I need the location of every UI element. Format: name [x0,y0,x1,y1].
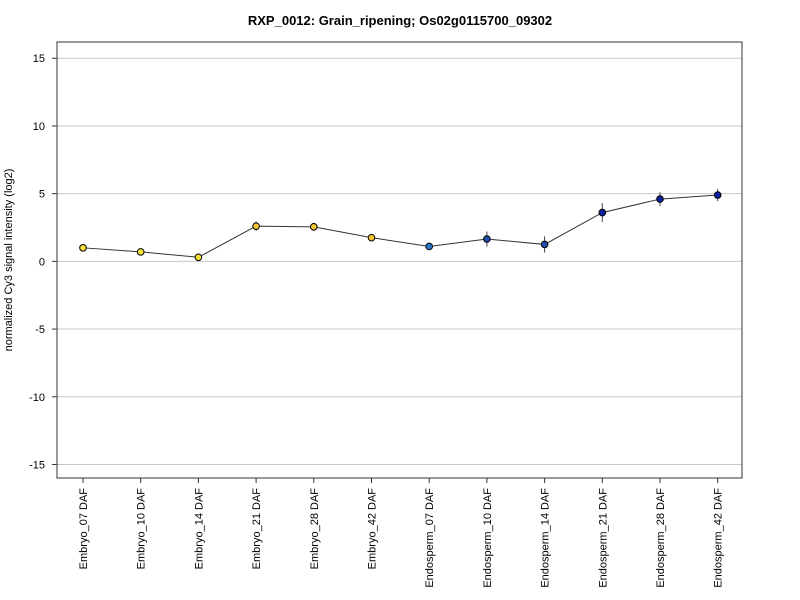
x-tick-label: Embryo_42 DAF [367,488,379,570]
data-point [310,223,318,231]
data-point [252,222,260,230]
data-point [136,248,145,256]
x-tick-label: Embryo_28 DAF [309,488,321,570]
data-point [540,240,549,249]
y-tick-label: 15 [33,53,45,65]
y-tick-label: -15 [29,459,45,471]
x-tick-label: Embryo_07 DAF [78,488,90,570]
x-tick-label: Endosperm_21 DAF [597,488,609,588]
x-tick-label: Endosperm_14 DAF [540,488,552,588]
data-point [713,191,722,199]
x-tick-label: Endosperm_42 DAF [713,488,725,588]
y-tick-label: 10 [33,121,45,133]
x-tick-label: Embryo_21 DAF [251,488,263,570]
x-tick-label: Embryo_14 DAF [193,488,205,570]
chart-title: RXP_0012: Grain_ripening; Os02g0115700_0… [247,13,553,28]
data-point [194,253,203,262]
data-point [483,235,491,243]
series-line [82,194,718,258]
x-tick-label: Endosperm_10 DAF [482,488,494,588]
plot-frame [56,41,743,479]
series-layer [79,188,722,262]
grid-lines [57,57,742,465]
x-tick-label: Endosperm_07 DAF [424,488,436,588]
x-tick-label: Endosperm_28 DAF [655,488,667,588]
data-point [656,195,664,203]
data-point [367,233,376,242]
y-tick-label: 5 [39,189,45,201]
y-tick-label: -10 [29,392,45,404]
data-point [425,242,434,251]
x-tick-label: Embryo_10 DAF [136,488,148,570]
data-point [79,244,87,252]
y-axis-title: normalized Cy3 signal intensity (log2) [3,169,15,352]
data-point [598,208,607,217]
y-tick-label: -5 [35,324,45,336]
axes: -15 -10 -5 0 5 10 15 Embryo_07 DAF Embryo_10 DAF… [29,53,725,587]
y-tick-label: 0 [39,256,45,268]
